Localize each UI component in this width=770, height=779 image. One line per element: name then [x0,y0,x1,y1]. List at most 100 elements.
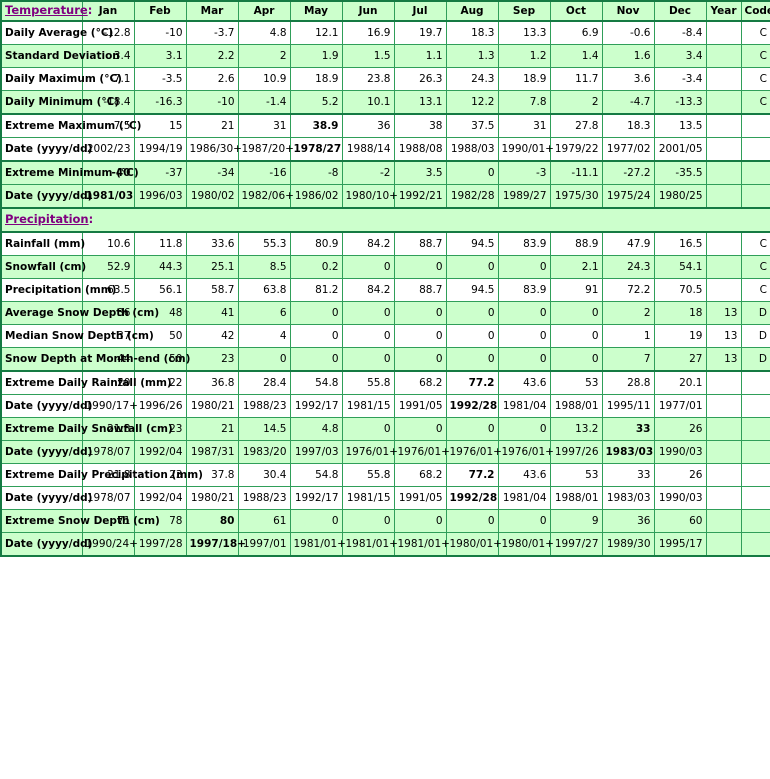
table-row: Date (yyyy/dd) 1978/07 1992/04 1987/31 1983/… [0,440,770,464]
data-cell: 77.2 [445,463,499,487]
code-cell: C [740,278,770,302]
data-cell: 26.3 [393,67,447,91]
row-label: Extreme Daily Rainfall (mm) [0,370,172,395]
year-cell [705,44,742,68]
data-cell: 1.2 [497,44,551,68]
data-cell: 1975/30 [549,184,603,209]
data-cell: 8.5 [237,255,291,279]
data-cell: 1981/01+ [289,532,346,557]
data-cell: -11.1 [549,160,603,185]
data-cell: 0 [393,255,447,279]
code-cell [740,184,770,209]
data-cell: 0 [445,324,499,348]
data-cell: 0 [549,347,603,372]
data-cell: 21 [185,113,239,138]
data-cell: 1995/17 [653,532,707,557]
data-cell: 13.5 [653,113,707,138]
data-cell: 1 [601,324,655,348]
data-cell: 2.6 [185,67,239,91]
data-cell: 18.9 [289,67,343,91]
code-cell: C [740,20,770,45]
header-row: Temperature: Jan Feb Mar Apr May Jun Jul Aug Sep O… [0,0,770,22]
data-cell: -18.4 [81,90,135,115]
data-cell: 38.9 [289,113,343,138]
data-cell: 56.1 [133,278,187,302]
data-cell: 33 [601,417,655,441]
row-label: Extreme Daily Snowfall (cm) [0,417,173,441]
data-cell: -0.6 [601,20,655,45]
data-cell: 0 [341,347,395,372]
data-cell: 1981/04 [497,394,551,418]
code-cell [740,463,770,487]
data-cell: 18.3 [601,113,655,138]
section-row: Precipitation: [0,207,770,233]
data-cell: 7.8 [497,90,551,115]
data-cell: -3.5 [133,67,187,91]
data-cell: 47.9 [601,231,655,256]
data-cell: 1990/03 [653,440,707,464]
data-cell: 0 [549,301,603,325]
data-cell: 71 [81,509,135,533]
code-cell [740,532,770,557]
code-cell [740,160,770,185]
table-row: Extreme Daily Snowfall (cm)21.8232114.54… [0,417,770,441]
data-cell: 68.2 [393,370,447,395]
data-cell: 4 [237,324,291,348]
year-cell [705,509,742,533]
code-cell [740,394,770,418]
data-cell: -12.8 [81,20,135,45]
data-cell: 13.2 [549,417,603,441]
data-cell: 1992/28 [445,486,499,510]
data-cell: 1.1 [393,44,447,68]
column-header-jan: Jan [81,0,135,22]
data-cell: 23.8 [341,67,395,91]
year-cell: 13 [705,324,742,348]
year-cell [705,394,742,418]
data-cell: 6 [237,301,291,325]
column-header-oct: Oct [549,0,603,22]
data-cell: 1.3 [445,44,499,68]
code-cell: C [740,44,770,68]
data-cell: -7.1 [81,67,135,91]
data-cell: 1995/11 [601,394,655,418]
data-cell: 1990/17+ [81,394,138,418]
data-cell: 1981/01+ [393,532,450,557]
data-cell: 1975/24 [601,184,655,209]
data-cell: 1992/04 [133,440,187,464]
data-cell: 1996/03 [133,184,187,209]
data-cell: 23 [185,347,239,372]
table-row: Snowfall (cm) 52.9 44.3 25.1 8.5 0.2 0 0 0 0 2.1 24… [0,255,770,279]
data-cell: 37 [81,324,135,348]
code-cell [740,113,770,138]
year-cell [705,20,742,45]
data-cell: 23 [133,463,187,487]
precipitation-section-link[interactable]: Precipitation [5,212,89,226]
data-cell: 16.5 [653,231,707,256]
data-cell: 2.1 [549,255,603,279]
data-cell: -1.4 [237,90,291,115]
data-cell: 0.2 [289,255,343,279]
temperature-section-link[interactable]: Temperature [5,3,88,17]
data-cell: 0 [497,255,551,279]
data-cell: 1983/03 [601,440,655,464]
data-cell: 2001/05 [653,137,707,162]
data-cell: 1.5 [341,44,395,68]
row-label: Average Snow Depth (cm) [0,301,159,325]
year-cell [705,417,742,441]
data-cell: 1990/24+ [81,532,138,557]
data-cell: 88.7 [393,231,447,256]
data-cell: 0 [445,347,499,372]
year-cell [705,463,742,487]
data-cell: 4.8 [237,20,291,45]
data-cell: -3.4 [653,67,707,91]
data-cell: -3 [497,160,551,185]
data-cell: 0 [393,347,447,372]
code-cell [740,509,770,533]
data-cell: 6.9 [549,20,603,45]
code-cell: C [740,231,770,256]
data-cell: 1.9 [289,44,343,68]
year-cell [705,67,742,91]
data-cell: 0 [393,509,447,533]
column-header-year: Year [705,0,742,22]
table-row: Extreme Daily Rainfall (mm)202236.828.45… [0,370,770,395]
